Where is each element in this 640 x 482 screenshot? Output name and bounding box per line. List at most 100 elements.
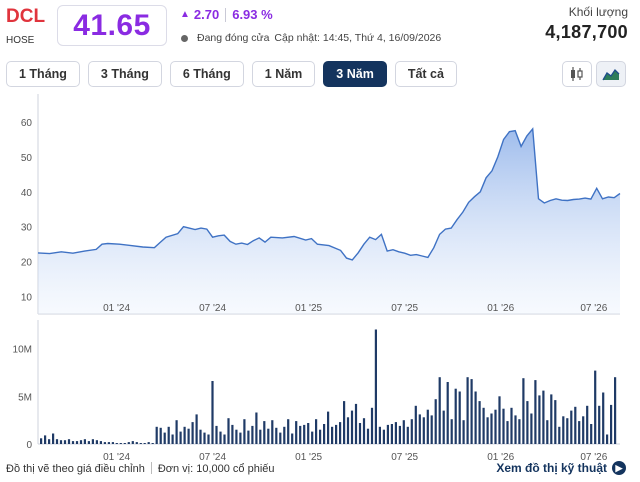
volume-bar: [307, 423, 310, 444]
volume-bar: [195, 414, 198, 444]
volume-bar: [107, 442, 110, 444]
tab-all[interactable]: Tất cả: [394, 61, 457, 87]
volume-bar: [546, 420, 549, 444]
volume-bar: [119, 443, 122, 444]
volume-bar: [155, 426, 158, 444]
volume-bar: [239, 432, 242, 444]
volume-bar: [554, 400, 557, 444]
volume-bar: [482, 407, 485, 444]
x-tick-label: 07 '26: [580, 452, 607, 463]
arrow-right-icon: ▶: [612, 461, 626, 475]
technical-chart-link[interactable]: Xem đồ thị kỹ thuật ▶: [496, 461, 626, 475]
volume-bar: [558, 426, 561, 444]
volume-bar: [55, 439, 59, 444]
volume-bar: [534, 380, 537, 444]
price-change-row: ▲ 2.70 6.93 %: [180, 7, 273, 22]
market-status: Đang đóng cửa: [197, 32, 270, 44]
volume-bar: [215, 425, 218, 444]
volume-bar: [87, 441, 90, 444]
volume-bar: [562, 416, 565, 444]
divider: [225, 7, 227, 22]
volume-bar: [354, 403, 358, 444]
status-dot-icon: [181, 34, 188, 42]
volume-label: Khối lượng: [568, 5, 628, 19]
volume-bar: [538, 395, 541, 444]
volume-bar: [426, 409, 429, 444]
price-x-tick-label: 07 '26: [580, 303, 607, 314]
tab-3-months[interactable]: 3 Tháng: [87, 61, 162, 87]
tab-1-month[interactable]: 1 Tháng: [6, 61, 80, 87]
volume-bar: [67, 439, 71, 444]
volume-bar: [594, 370, 597, 444]
volume-bar: [263, 421, 266, 444]
unit-note: Đơn vị: 10,000 cổ phiếu: [157, 463, 275, 475]
ticker-symbol: DCL: [6, 6, 46, 27]
chart-area[interactable]: 10 20 30 40 50 60 0 5M 10M 01 '24 01 '24 07 '24 07 '…: [0, 94, 640, 466]
volume-bar: [498, 396, 501, 444]
volume-bar: [131, 441, 134, 444]
exchange-label: HOSE: [6, 35, 35, 46]
volume-bar: [183, 426, 186, 444]
volume-bar: [590, 424, 593, 444]
volume-bar: [430, 415, 433, 444]
volume-bar: [71, 441, 75, 444]
tab-6-months[interactable]: 6 Tháng: [169, 61, 244, 87]
divider: [150, 462, 152, 474]
tab-1-year[interactable]: 1 Năm: [251, 61, 316, 87]
up-triangle-icon: ▲: [180, 9, 190, 20]
volume-bar: [510, 407, 513, 444]
period-tabs: 1 Tháng 3 Tháng 6 Tháng 1 Năm 3 Năm Tất …: [6, 61, 457, 87]
area-chart-toggle-button[interactable]: [596, 61, 626, 87]
volume-bar: [255, 412, 258, 444]
volume-bar: [275, 427, 278, 444]
volume-bar: [450, 419, 453, 444]
volume-bar: [570, 410, 573, 444]
volume-bar: [522, 378, 525, 444]
volume-bar: [139, 443, 142, 444]
candlestick-toggle-button[interactable]: [562, 61, 592, 87]
volume-bar: [315, 419, 318, 444]
volume-bar: [578, 421, 581, 444]
volume-bar: [406, 426, 409, 444]
price-line: [37, 127, 621, 261]
volume-bar: [223, 434, 226, 444]
price-change-percent: 6.93 %: [232, 7, 273, 22]
volume-bar: [442, 410, 445, 444]
volume-bar: [48, 439, 51, 444]
tab-3-years[interactable]: 3 Năm: [323, 61, 387, 87]
volume-bar: [446, 382, 449, 444]
volume-bar: [267, 428, 270, 444]
volume-bar: [374, 329, 377, 444]
volume-y-tick: 5M: [18, 392, 32, 403]
volume-bar: [502, 408, 505, 444]
volume-bar: [79, 440, 83, 444]
volume-bar: [438, 377, 441, 444]
volume-bar: [303, 424, 306, 444]
volume-bar: [339, 422, 342, 444]
volume-bar: [251, 425, 254, 444]
volume-bar: [382, 429, 385, 444]
volume-bar: [466, 377, 469, 444]
volume-bar: [207, 434, 210, 444]
volume-bar: [358, 423, 362, 444]
volume-bar: [163, 432, 166, 444]
volume-bar: [366, 428, 370, 444]
volume-bar: [52, 433, 55, 444]
volume-bar: [219, 431, 222, 444]
volume-bar: [582, 416, 585, 444]
volume-bar: [99, 441, 102, 444]
volume-bar: [526, 401, 529, 444]
volume-bar: [350, 410, 354, 444]
volume-bar: [271, 420, 274, 444]
volume-bar: [602, 392, 605, 444]
volume-bar: [514, 415, 517, 444]
volume-bar: [434, 399, 437, 444]
volume-bar: [287, 419, 290, 444]
price-x-tick-label: 01 '24: [103, 303, 130, 314]
volume-bar: [75, 441, 79, 444]
price-x-tick-label: 07 '24: [199, 303, 226, 314]
price-volume-chart[interactable]: 10 20 30 40 50 60 0 5M 10M 01 '24 01 '24 07 '24 07 '…: [0, 94, 640, 466]
volume-bar: [606, 434, 609, 444]
x-tick-label: 07 '24: [199, 452, 226, 463]
volume-bar: [227, 418, 230, 444]
